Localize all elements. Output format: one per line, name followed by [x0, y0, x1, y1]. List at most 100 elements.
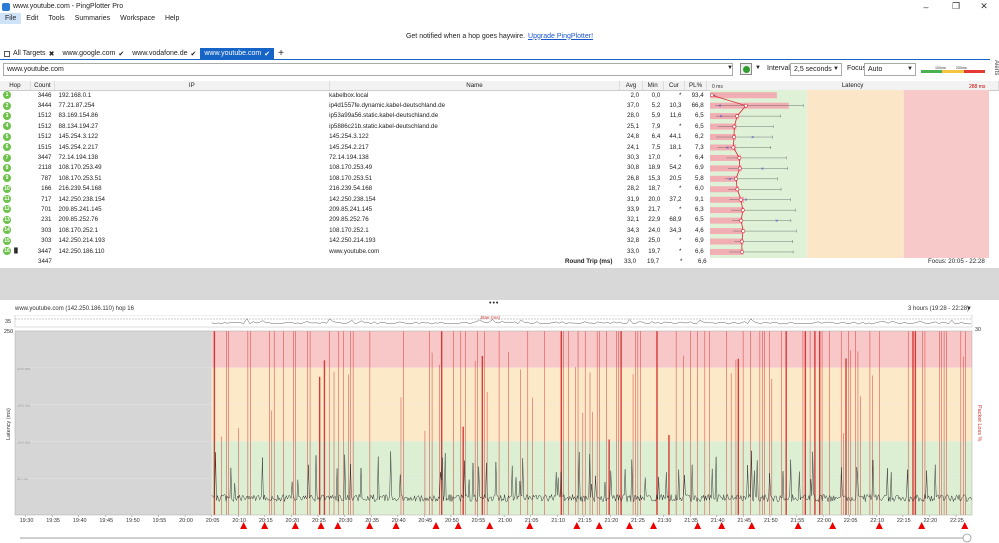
- hop-row[interactable]: 7 3447 72.14.194.138 72.14.194.138 30,3 17,0 *…: [0, 152, 999, 162]
- col-ip[interactable]: IP: [54, 81, 330, 91]
- tab-youtube[interactable]: www.youtube.com ✔: [200, 48, 275, 59]
- alert-marker[interactable]: [961, 522, 969, 529]
- range-dropdown-icon[interactable]: ▼: [966, 306, 972, 312]
- alert-marker[interactable]: [454, 522, 462, 529]
- hop-row[interactable]: 5 1512 145.254.3.122 145.254.3.122 24,8 6,4 44…: [0, 132, 999, 142]
- graph-range-label[interactable]: 3 hours (19:28 - 22:28): [908, 306, 970, 312]
- alert-marker[interactable]: [486, 522, 494, 529]
- x-tick-label: 21:45: [737, 518, 751, 524]
- alert-marker[interactable]: [649, 522, 657, 529]
- target-dropdown-icon[interactable]: ▼: [727, 65, 733, 71]
- hop-row[interactable]: 8 2118 108.170.253.49 108.170.253.49 30,8 18,…: [0, 163, 999, 173]
- alerts-panel-tab[interactable]: Alerts: [993, 60, 999, 76]
- menu-edit[interactable]: Edit: [26, 15, 39, 22]
- hop-row[interactable]: 13 231 209.85.252.76 209.85.252.76 32,1 22,9 6…: [0, 215, 999, 225]
- hop-row[interactable]: 3 1512 83.169.154.86 ip53a99a56.static.kabe…: [0, 111, 999, 121]
- interval-select[interactable]: 2,5 seconds ▼: [790, 63, 842, 76]
- hop-cur-cell: *: [679, 247, 682, 255]
- alert-marker[interactable]: [240, 522, 248, 529]
- hop-row[interactable]: 10 166 216.239.54.168 216.239.54.168 28,2 18,…: [0, 184, 999, 194]
- hop-row[interactable]: 9 787 108.170.253.51 108.170.253.51 26,8 15,3…: [0, 173, 999, 183]
- alert-marker[interactable]: [595, 522, 603, 529]
- alert-marker[interactable]: [432, 522, 440, 529]
- hop-row[interactable]: 2 3444 77.21.87.254 ip4d1557fe.dynamic.kabe…: [0, 100, 999, 110]
- alert-marker[interactable]: [392, 522, 400, 529]
- alert-marker[interactable]: [526, 522, 534, 529]
- tab-label: All Targets: [13, 50, 46, 57]
- alert-marker[interactable]: [317, 522, 325, 529]
- close-icon[interactable]: ✕: [980, 1, 988, 11]
- alert-marker[interactable]: [748, 522, 756, 529]
- maximize-icon[interactable]: ❐: [951, 1, 961, 11]
- splitter-handle[interactable]: •••: [489, 300, 500, 307]
- minimize-icon[interactable]: –: [923, 1, 929, 12]
- focus-select[interactable]: Auto ▼: [864, 63, 916, 76]
- hop-pl-cell: 6,9: [695, 164, 704, 172]
- timeline-graph[interactable]: Jitter (ms) 35 30 250 200 ms 150 ms 100 ms 50 m…: [0, 315, 999, 533]
- hop-ip-cell: 108.170.253.51: [58, 174, 102, 182]
- start-button[interactable]: [740, 63, 752, 75]
- scroll-thumb[interactable]: [962, 533, 972, 543]
- alert-marker[interactable]: [875, 522, 883, 529]
- hop-row[interactable]: 11 717 142.250.238.154 142.250.238.154 31,9 2…: [0, 194, 999, 204]
- latency-trace: [211, 450, 972, 503]
- legend-high-label: 200ms: [956, 66, 967, 70]
- alert-marker[interactable]: [573, 522, 581, 529]
- alert-marker[interactable]: [366, 522, 374, 529]
- alert-marker[interactable]: [334, 522, 342, 529]
- menu-tools[interactable]: Tools: [48, 15, 65, 22]
- average-latency-point: [732, 135, 736, 139]
- hop-avg-cell: 34,3: [627, 226, 640, 234]
- col-count[interactable]: Count: [30, 81, 56, 91]
- hop-row[interactable]: 16 ▐▌ 3447 142.250.186.110 www.youtube.com 3…: [0, 246, 999, 256]
- col-pl[interactable]: PL%: [684, 81, 708, 91]
- latency-axis-max: 288 ms: [969, 84, 986, 90]
- alert-marker[interactable]: [829, 522, 837, 529]
- tab-mark-icon[interactable]: ✔: [190, 50, 197, 58]
- hop-row[interactable]: 4 1512 88.134.194.27 ip5886c21b.static.kabe…: [0, 121, 999, 131]
- tab-mark-icon[interactable]: ✔: [118, 50, 125, 58]
- add-tab-button[interactable]: +: [278, 48, 284, 59]
- hop-name-cell: kabelbox.local: [329, 91, 369, 99]
- upgrade-link[interactable]: Upgrade PingPlotter!: [528, 32, 594, 40]
- hop-row[interactable]: 1 3446 192.168.0.1 kabelbox.local 2,0 0,0 * 93,…: [0, 90, 999, 100]
- alert-marker[interactable]: [625, 522, 633, 529]
- alert-marker[interactable]: [918, 522, 926, 529]
- col-avg[interactable]: Avg: [619, 81, 643, 91]
- col-min[interactable]: Min: [642, 81, 664, 91]
- menu-file[interactable]: File: [0, 13, 22, 24]
- jitter-line: [211, 318, 971, 325]
- tab-google[interactable]: www.google.com ✔: [58, 48, 128, 59]
- tab-vodafone[interactable]: www.vodafone.de ✔: [128, 48, 200, 59]
- alert-marker[interactable]: [261, 522, 269, 529]
- col-latency[interactable]: Latency: [706, 81, 999, 91]
- tab-all-targets[interactable]: All Targets ✖: [0, 48, 58, 59]
- alert-marker[interactable]: [718, 522, 726, 529]
- hop-ip-cell: 209.85.241.145: [58, 205, 102, 213]
- hop-row[interactable]: 6 1515 145.254.2.217 145.254.2.217 24,1 7,5 18…: [0, 142, 999, 152]
- x-tick-label: 21:00: [498, 518, 512, 524]
- hop-row[interactable]: 14 303 108.170.252.1 108.170.252.1 34,3 24,0 3…: [0, 225, 999, 235]
- time-scrollbar[interactable]: [0, 533, 999, 543]
- graph-icon[interactable]: ▐▌: [11, 248, 20, 255]
- hop-row[interactable]: 12 701 209.85.241.145 209.85.241.145 33,9 21,…: [0, 204, 999, 214]
- current-latency-marker: ×: [718, 104, 721, 110]
- hop-status-icon: 14: [3, 226, 11, 235]
- menu-workspace[interactable]: Workspace: [120, 15, 155, 22]
- menu-summaries[interactable]: Summaries: [74, 15, 111, 22]
- hop-pl-cell: 7,3: [695, 143, 704, 151]
- col-name[interactable]: Name: [329, 81, 621, 91]
- alert-marker[interactable]: [291, 522, 299, 529]
- col-hop[interactable]: Hop: [0, 81, 31, 91]
- alert-marker[interactable]: [794, 522, 802, 529]
- menu-help[interactable]: Help: [164, 15, 180, 22]
- col-cur[interactable]: Cur: [663, 81, 685, 91]
- alert-marker[interactable]: [694, 522, 702, 529]
- hop-row[interactable]: 15 303 142.250.214.193 142.250.214.193 32,8 2…: [0, 235, 999, 245]
- start-dropdown-icon[interactable]: ▼: [755, 65, 761, 71]
- target-input[interactable]: www.youtube.com: [3, 63, 733, 76]
- hop-ip-cell: 88.134.194.27: [58, 122, 99, 130]
- tab-mark-icon[interactable]: ✔: [264, 50, 271, 58]
- chevron-down-icon: ▼: [907, 66, 913, 72]
- tab-mark-icon[interactable]: ✖: [48, 50, 55, 58]
